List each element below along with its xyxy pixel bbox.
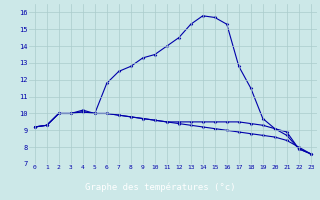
Text: Graphe des températures (°c): Graphe des températures (°c) [85, 182, 235, 192]
